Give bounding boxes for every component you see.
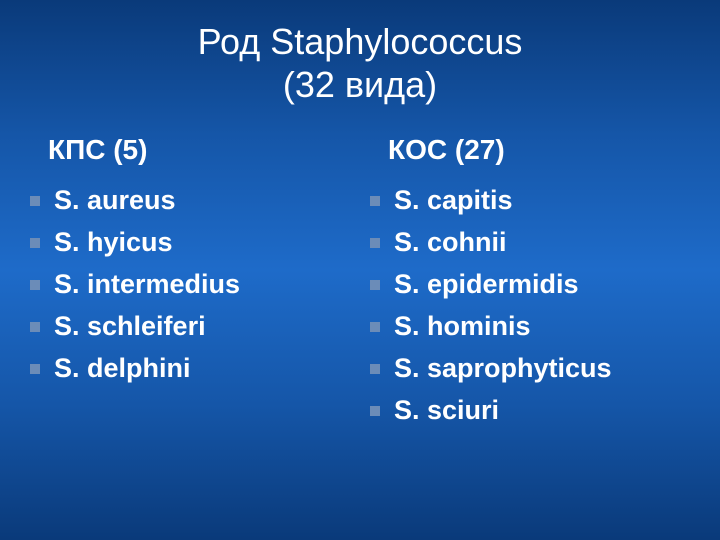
species-label: S. delphini <box>54 348 191 390</box>
list-item: S. hyicus <box>30 222 350 264</box>
slide-container: Род Staphylococcus (32 вида) КПС (5) S. … <box>0 0 720 540</box>
list-item: S. schleiferi <box>30 306 350 348</box>
right-column: КОС (27) S. capitis S. cohnii S. epiderm… <box>370 134 690 431</box>
species-label: S. capitis <box>394 180 513 222</box>
list-item: S. intermedius <box>30 264 350 306</box>
list-item: S. delphini <box>30 348 350 390</box>
species-label: S. sciuri <box>394 390 499 432</box>
bullet-icon <box>30 238 40 248</box>
species-label: S. intermedius <box>54 264 240 306</box>
species-label: S. saprophyticus <box>394 348 612 390</box>
bullet-icon <box>30 280 40 290</box>
bullet-icon <box>370 280 380 290</box>
right-column-header: КОС (27) <box>370 134 690 166</box>
list-item: S. hominis <box>370 306 690 348</box>
bullet-icon <box>30 322 40 332</box>
list-item: S. saprophyticus <box>370 348 690 390</box>
bullet-icon <box>30 196 40 206</box>
list-item: S. epidermidis <box>370 264 690 306</box>
list-item: S. sciuri <box>370 390 690 432</box>
bullet-icon <box>30 364 40 374</box>
list-item: S. cohnii <box>370 222 690 264</box>
title-line-1: Род Staphylococcus <box>198 21 523 62</box>
species-label: S. schleiferi <box>54 306 206 348</box>
species-label: S. hominis <box>394 306 531 348</box>
bullet-icon <box>370 196 380 206</box>
bullet-icon <box>370 406 380 416</box>
left-column: КПС (5) S. aureus S. hyicus S. intermedi… <box>30 134 350 431</box>
left-column-header: КПС (5) <box>30 134 350 166</box>
species-label: S. epidermidis <box>394 264 579 306</box>
list-item: S. capitis <box>370 180 690 222</box>
species-label: S. hyicus <box>54 222 173 264</box>
columns-container: КПС (5) S. aureus S. hyicus S. intermedi… <box>30 134 690 431</box>
bullet-icon <box>370 238 380 248</box>
species-label: S. cohnii <box>394 222 507 264</box>
species-label: S. aureus <box>54 180 176 222</box>
bullet-icon <box>370 364 380 374</box>
title-line-2: (32 вида) <box>283 64 437 105</box>
left-species-list: S. aureus S. hyicus S. intermedius S. sc… <box>30 180 350 389</box>
right-species-list: S. capitis S. cohnii S. epidermidis S. h… <box>370 180 690 431</box>
slide-title: Род Staphylococcus (32 вида) <box>30 20 690 106</box>
bullet-icon <box>370 322 380 332</box>
list-item: S. aureus <box>30 180 350 222</box>
